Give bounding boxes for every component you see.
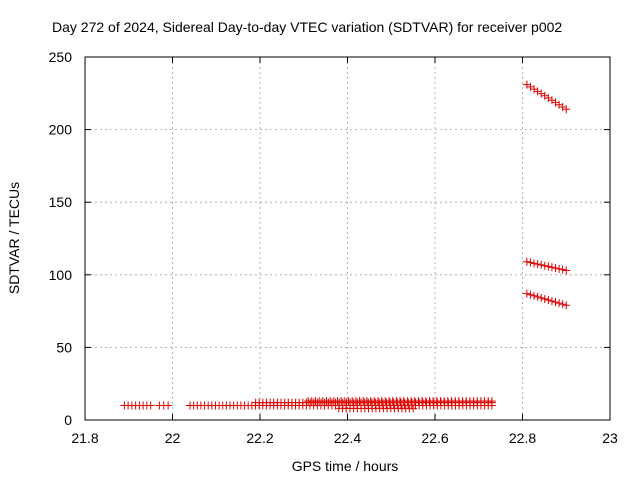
data-point bbox=[540, 294, 549, 303]
grid bbox=[85, 57, 610, 420]
x-tick-label: 22 bbox=[165, 430, 181, 446]
data-point bbox=[537, 260, 546, 269]
y-tick-label: 200 bbox=[49, 122, 73, 138]
data-point bbox=[540, 261, 549, 270]
plot-frame bbox=[84, 56, 611, 421]
data-point bbox=[526, 258, 535, 267]
data-point bbox=[533, 260, 542, 269]
data-point bbox=[558, 300, 567, 309]
y-tick-label: 50 bbox=[56, 339, 72, 355]
data-point bbox=[537, 293, 546, 302]
x-axis-label: GPS time / hours bbox=[292, 458, 399, 474]
x-tick-label: 22.6 bbox=[421, 430, 448, 446]
x-tick-label: 22.2 bbox=[246, 430, 273, 446]
y-tick-label: 250 bbox=[49, 49, 73, 65]
data-point bbox=[562, 301, 571, 310]
data-point bbox=[526, 82, 535, 91]
y-tick-label: 0 bbox=[64, 412, 72, 428]
data-point bbox=[562, 266, 571, 275]
data-point bbox=[555, 299, 564, 308]
x-tick-label: 23 bbox=[602, 430, 618, 446]
data-point bbox=[558, 265, 567, 274]
data-point bbox=[487, 397, 496, 406]
data-point bbox=[544, 94, 553, 103]
x-tick-label: 22.8 bbox=[509, 430, 536, 446]
data-point bbox=[547, 297, 556, 306]
data-point bbox=[409, 404, 418, 413]
data-point bbox=[544, 262, 553, 271]
data-point bbox=[555, 264, 564, 273]
x-tick-labels: 21.8 22 22.2 22.4 22.6 22.8 23 bbox=[71, 430, 618, 446]
chart-title: Day 272 of 2024, Sidereal Day-to-day VTE… bbox=[52, 19, 562, 35]
data-point bbox=[522, 289, 531, 298]
data-point bbox=[547, 263, 556, 272]
data-point bbox=[526, 290, 535, 299]
data-point bbox=[551, 98, 560, 107]
data-point bbox=[533, 292, 542, 301]
data-point bbox=[522, 80, 531, 89]
data-point bbox=[146, 401, 155, 410]
data-point bbox=[522, 257, 531, 266]
y-tick-label: 100 bbox=[49, 267, 73, 283]
data-point bbox=[530, 259, 539, 268]
data-point bbox=[530, 85, 539, 94]
data-point bbox=[164, 401, 173, 410]
y-axis-label: SDTVAR / TECUs bbox=[6, 182, 22, 294]
data-point bbox=[551, 264, 560, 273]
data-point bbox=[555, 100, 564, 109]
data-point bbox=[558, 103, 567, 112]
data-point bbox=[530, 291, 539, 300]
data-points bbox=[120, 80, 571, 413]
data-point bbox=[562, 105, 571, 114]
data-point bbox=[540, 91, 549, 100]
data-point bbox=[533, 87, 542, 96]
data-point bbox=[544, 296, 553, 305]
data-point bbox=[537, 89, 546, 98]
data-point bbox=[551, 298, 560, 307]
x-tick-label: 21.8 bbox=[71, 430, 98, 446]
data-point bbox=[547, 96, 556, 105]
y-tick-labels: 0 50 100 150 200 250 bbox=[49, 49, 73, 428]
x-tick-label: 22.4 bbox=[334, 430, 361, 446]
y-tick-label: 150 bbox=[49, 194, 73, 210]
